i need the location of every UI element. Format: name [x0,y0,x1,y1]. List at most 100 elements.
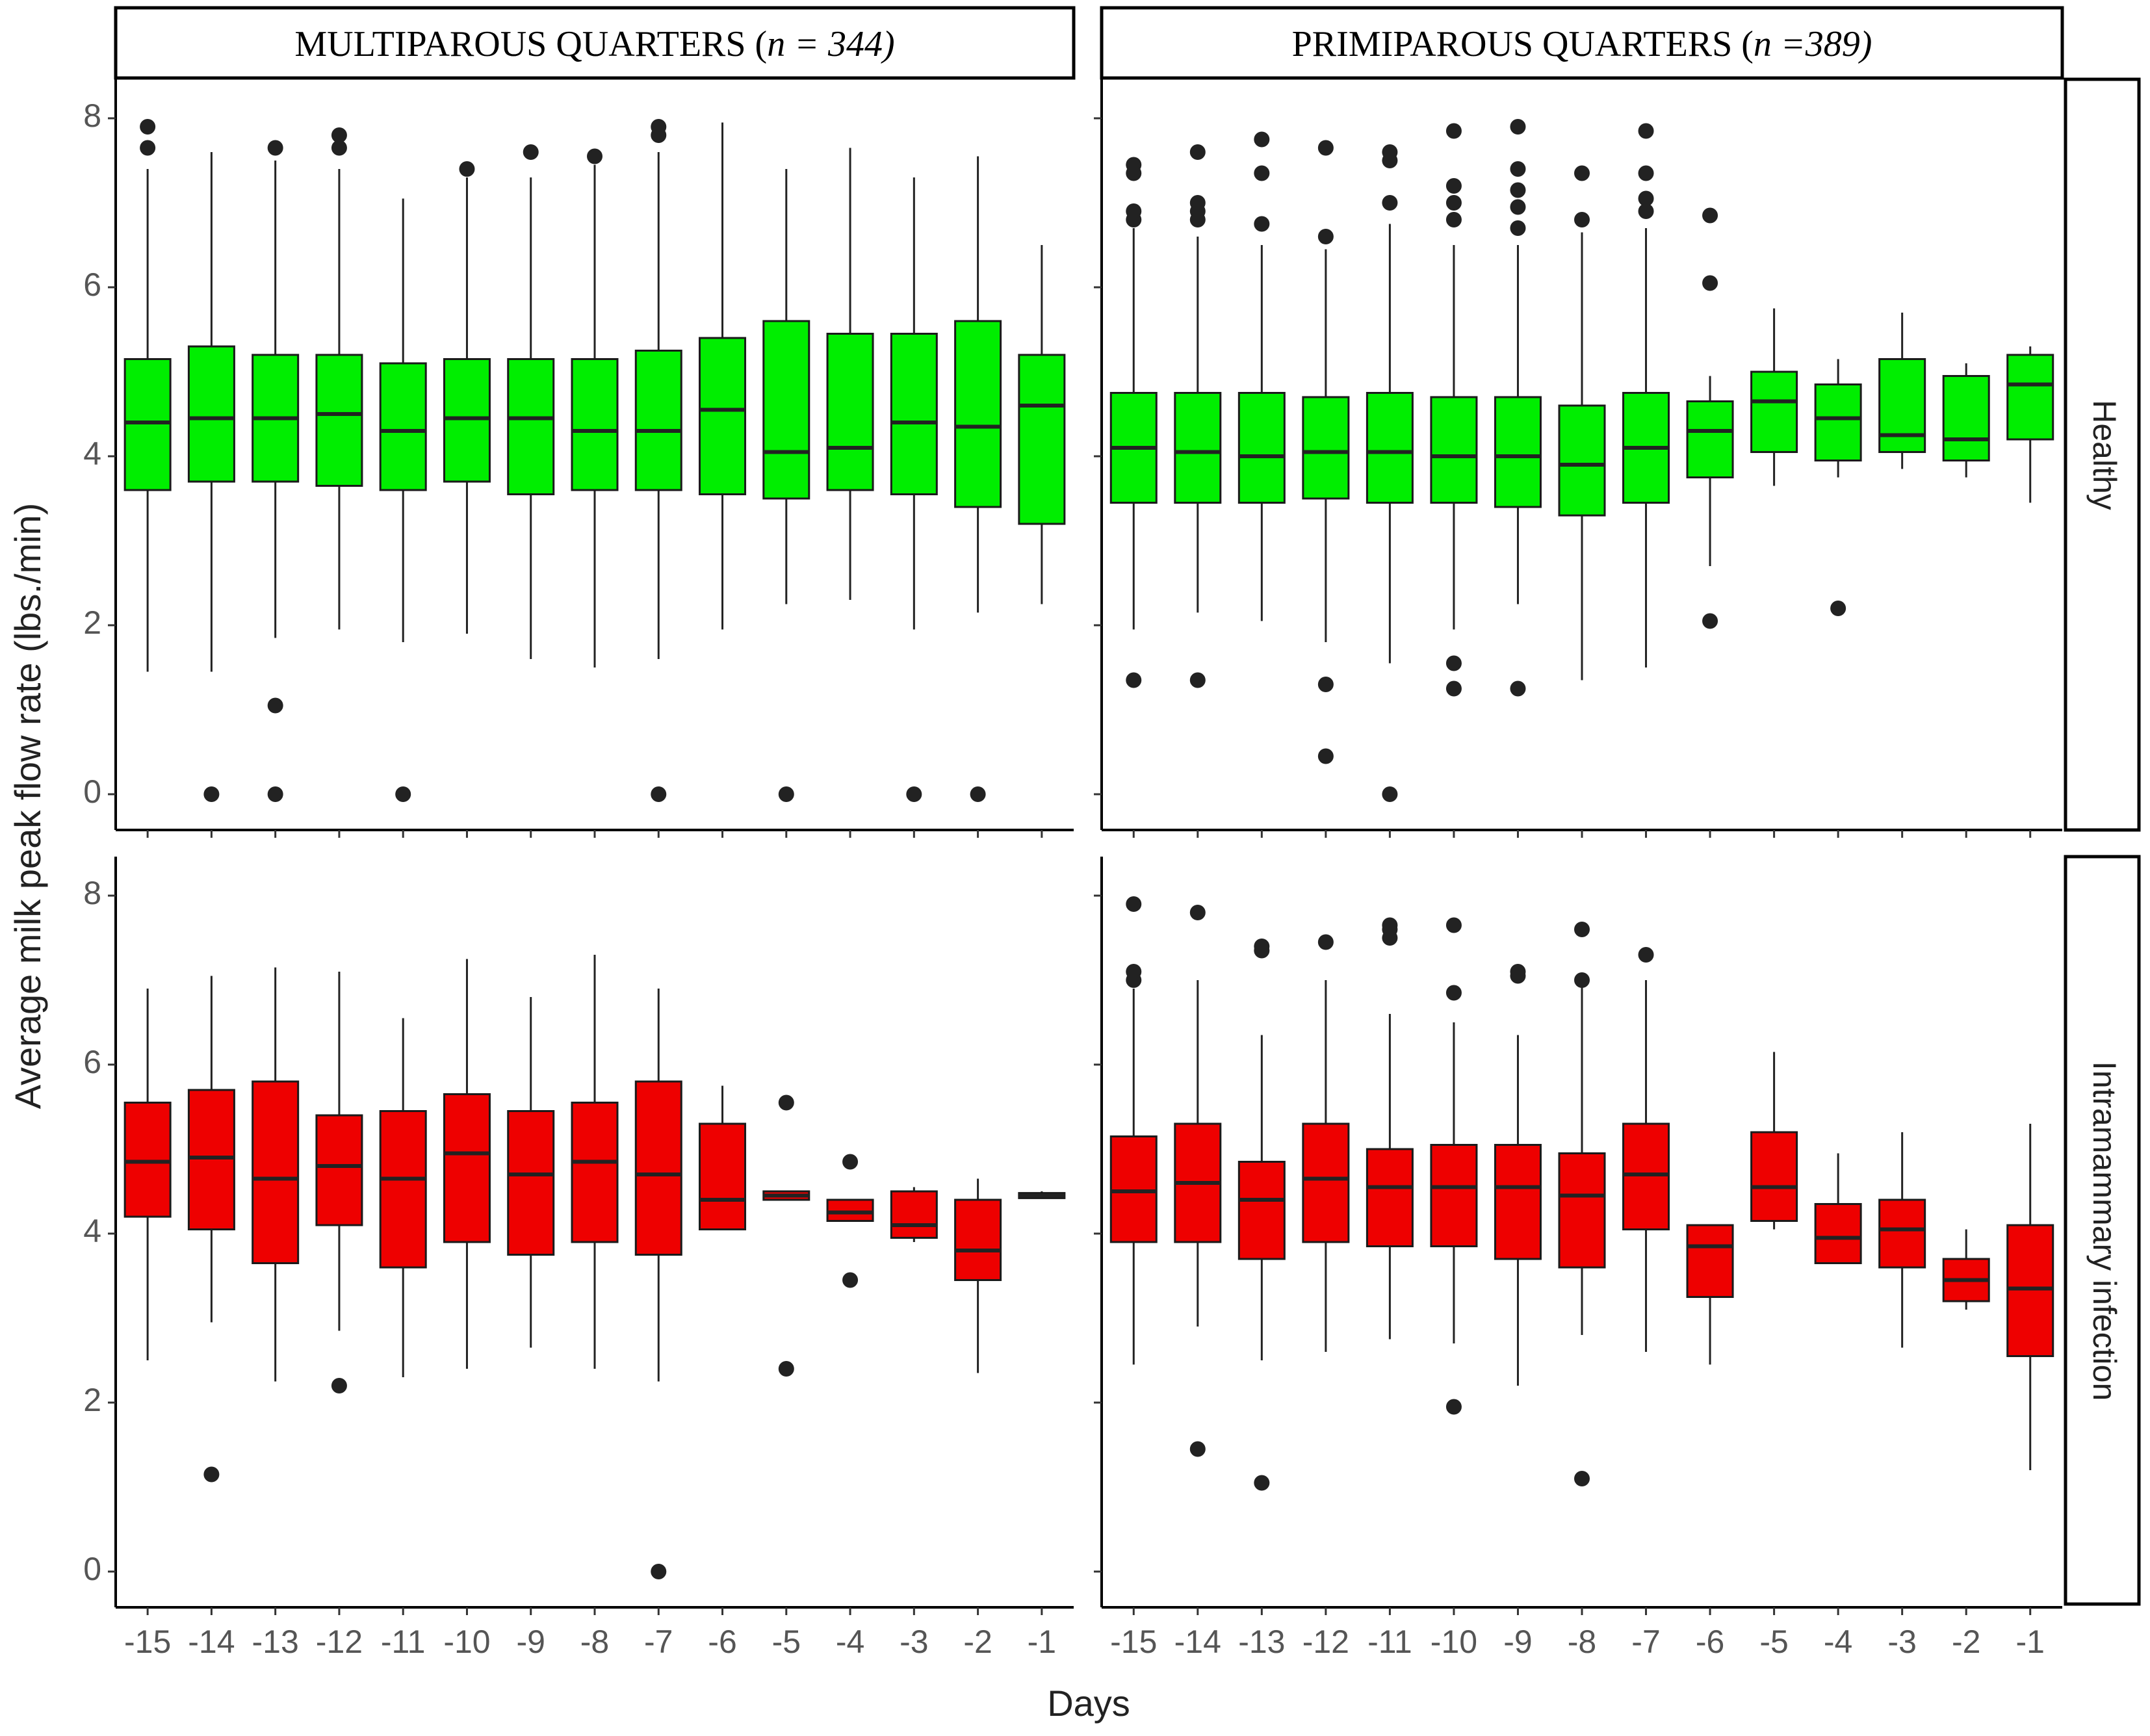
panel-r1-c1-box--10-outlier [1445,1399,1462,1415]
panel-r0-c0-box--9-outlier [523,144,539,160]
x-tick-label: -10 [443,1624,490,1660]
panel-r0-c1-box--11 [1366,392,1414,504]
panel-r0-c1-box--7-outlier [1638,123,1654,139]
panel-r0-c1-box--2 [1942,375,1990,461]
row-strip-healthy-label: Healthy [2086,400,2123,510]
panel-r0-c1-box--14 [1174,392,1222,504]
panel-r0-c1-box--14-outlier [1189,195,1206,211]
panel-r1-c1-box--14-outlier [1189,905,1206,920]
panel-r1-c0-box--15 [123,1102,172,1218]
panel-r0-c1-box--9 [1494,396,1542,508]
x-tick-label: -8 [1568,1624,1596,1660]
panel-r0-c1-box--12-outlier [1317,140,1334,156]
y-tick-label: 4 [83,435,101,472]
panel-r1-c1-box--4 [1814,1203,1862,1264]
panel-r0-c0-box--7 [634,350,682,491]
panel-r1-c0-box--3 [890,1190,938,1239]
panel-r1-c1-box--7 [1622,1122,1670,1230]
x-tick-label: -9 [516,1624,545,1660]
panel-r0-c0-box--11-outlier [395,786,411,802]
panel-r0-c1-box--12-outlier [1317,748,1334,764]
panel-r1-c1-box--12 [1302,1122,1350,1243]
panel-r0-c1-box--13 [1237,392,1286,504]
panel-r1-c0-box--2 [954,1198,1002,1281]
panel-r0-c1-box--10-outlier [1445,195,1462,211]
y-tick-label: 2 [83,1382,101,1418]
x-tick-label: -8 [580,1624,609,1660]
panel-r1-c1-box--8-outlier [1574,972,1590,988]
panel-r0-c1-box--7-outlier [1638,203,1654,219]
x-tick-label: -5 [1759,1624,1788,1660]
panel-r0-c1-box--15-outlier [1126,203,1142,219]
panel-r1-c1-box--12-outlier [1317,934,1334,950]
panel-r0-c1-box--9-outlier [1510,220,1526,236]
panel-r0-c1-box--9-outlier [1510,199,1526,215]
x-tick-label: -11 [381,1624,426,1660]
panel-r0-c1-box--14-outlier [1189,672,1206,688]
panel-r0-c0-box--1 [1018,354,1066,525]
column-strip-primiparous [1100,6,2064,80]
panel-r1-c0-box--13 [252,1080,300,1264]
y-tick-label: 8 [83,97,101,134]
panel-r0-c0-box--12-outlier [331,140,347,156]
row-strip-infection-label: Intramammary infection [2086,1061,2123,1401]
panel-r0-c0-box--14 [187,345,235,483]
panel-r0-c1-box--8-outlier [1574,165,1590,181]
x-tick-label: -9 [1503,1624,1532,1660]
panel-r1-c1-box--11-outlier [1382,917,1398,933]
panel-r1-c1-box--1 [2006,1224,2054,1357]
panel-r0-c1-box--6 [1686,400,1734,478]
x-tick-label: -14 [1174,1624,1221,1660]
column-strip-primiparous-label: PRIMIPAROUS QUARTERS (n =389) [1292,24,1872,64]
panel-r1-c1-box--8-outlier [1574,922,1590,937]
panel-r0-c0-box--7-outlier [651,119,667,135]
panel-r1-c0-box--11 [379,1110,427,1269]
panel-r0-c0-box--14-outlier [203,786,220,802]
column-strip-multiparous [114,6,1076,80]
panel-r0-c1-box--15-outlier [1126,157,1142,173]
panel-r0-c0-box--13-outlier [267,786,283,802]
panel-r0-c1-box--13-outlier [1254,131,1270,148]
panel-r1-c1-box--10-outlier [1445,917,1462,933]
x-tick-label: -11 [1367,1624,1412,1660]
panel-r1-c0-box--7-outlier [651,1564,667,1579]
panel-r0-c1-box--10-outlier [1445,123,1462,139]
panel-r1-c0-box--6 [699,1122,747,1230]
x-tick-label: -1 [2015,1624,2044,1660]
panel-r0-c1-box--9-outlier [1510,680,1526,697]
panel-r0-c0-box--11 [379,362,427,491]
panel-r1-c0-box--4 [826,1198,874,1222]
panel-r1-c1-box--9-outlier [1510,964,1526,979]
panel-r0-c0-box--10-outlier [459,161,475,177]
panel-r0-c1-box--6-outlier [1702,207,1718,224]
panel-r0-c1-box--11-outlier [1382,195,1398,211]
panel-r0-c0-box--8-outlier [587,148,602,164]
panel-r0-c1-box--10-outlier [1445,212,1462,227]
column-strip-multiparous-label: MULTIPAROUS QUARTERS (n = 344) [294,24,894,64]
x-tick-label: -1 [1028,1624,1056,1660]
panel-r0-c0-box--3-outlier [906,786,922,802]
x-tick-label: -15 [124,1624,171,1660]
y-tick-label: 6 [83,1044,101,1080]
panel-r1-c1-box--15 [1109,1135,1158,1243]
panel-r1-c0-box--5-outlier [778,1361,794,1377]
y-tick-label: 0 [83,773,101,810]
y-tick-label: 0 [83,1551,101,1587]
row-strip-healthy [2064,77,2141,832]
panel-r0-c0-box--8 [571,358,619,491]
panel-r0-c1-box--12-outlier [1317,677,1334,692]
panel-r1-c1-box--8 [1558,1152,1606,1269]
x-tick-label: -7 [1631,1624,1660,1660]
panel-r1-c1-box--6 [1686,1224,1734,1298]
panel-r0-c0-box--2-outlier [970,786,986,802]
panel-r0-c1-box--11-outlier [1382,144,1398,160]
panel-r1-c0-box--5-outlier [778,1095,794,1111]
panel-r0-c1-box--13-outlier [1254,165,1270,181]
panel-r0-c1-box--15-outlier [1126,672,1142,688]
panel-r0-c0-box--13-outlier [267,697,283,714]
panel-r1-c0-box--7 [634,1080,682,1256]
x-tick-label: -7 [644,1624,673,1660]
row-strip-infection [2064,855,2141,1606]
panel-r1-c1-box--14-outlier [1189,1441,1206,1457]
panel-r1-c1-box--13 [1237,1161,1286,1260]
